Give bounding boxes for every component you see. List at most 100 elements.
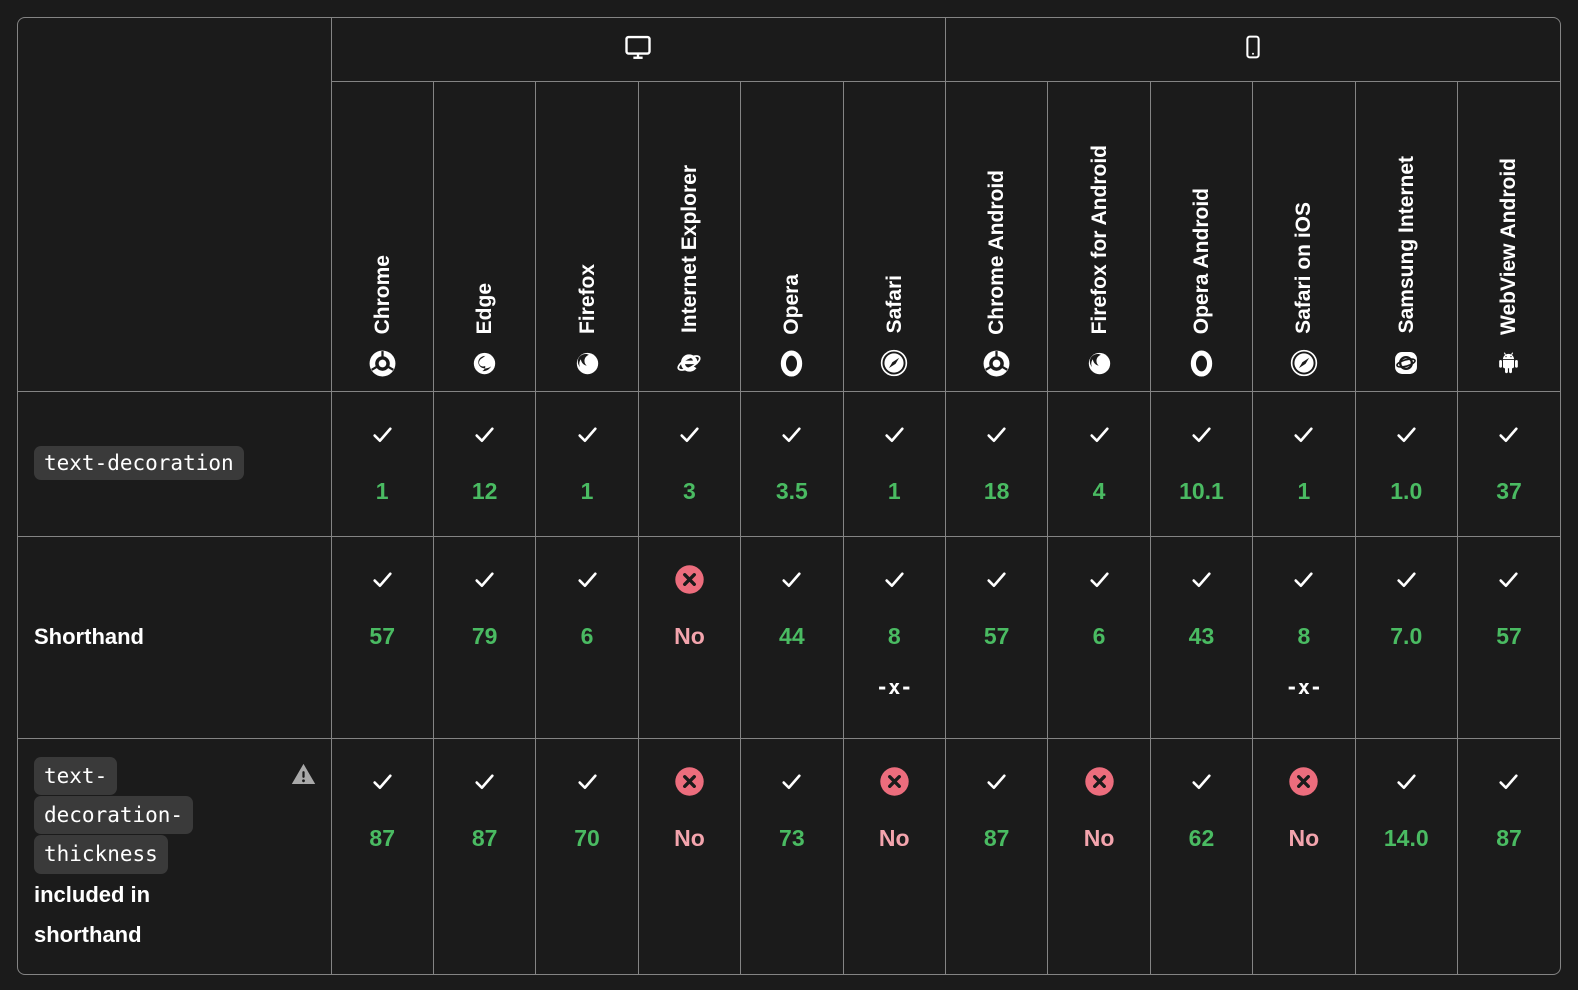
check-icon — [1394, 567, 1419, 592]
version-label: No — [1288, 824, 1320, 851]
status-box — [779, 766, 804, 798]
support-cell-samsung-internet[interactable]: 1.0 — [1354, 390, 1458, 537]
support-cell-firefox[interactable]: 70 — [535, 737, 639, 975]
browser-header-safari: Safari — [842, 80, 946, 392]
support-cell-opera[interactable]: 3.5 — [740, 390, 844, 537]
version-label: 57 — [369, 622, 395, 649]
status-box — [370, 766, 395, 798]
check-icon — [1189, 567, 1214, 592]
support-cell-internet-explorer[interactable]: 3 — [637, 390, 742, 537]
browser-header-opera-android: Opera Android — [1149, 80, 1254, 392]
support-cell-webview-android[interactable]: 57 — [1456, 535, 1561, 739]
support-cell-internet-explorer[interactable]: No — [637, 737, 742, 975]
check-icon — [370, 567, 395, 592]
version-label: 1.0 — [1390, 477, 1423, 504]
version-label: 87 — [471, 824, 498, 851]
support-cell-opera[interactable]: 73 — [740, 737, 844, 975]
browser-name: Internet Explorer — [677, 165, 701, 334]
chrome-icon — [983, 350, 1010, 377]
support-cell-chrome[interactable]: 1 — [330, 390, 434, 537]
version-label: No — [674, 622, 705, 649]
support-cell-chrome-android[interactable]: 18 — [944, 390, 1049, 537]
status-box — [882, 564, 907, 596]
version-label: 7.0 — [1390, 622, 1423, 649]
support-cell-edge[interactable]: 87 — [432, 737, 537, 975]
version-label: 57 — [983, 622, 1010, 649]
status-box — [674, 766, 705, 798]
version-label: 10.1 — [1179, 477, 1224, 504]
version-label: 73 — [779, 824, 805, 851]
support-cell-opera[interactable]: 44 — [740, 535, 844, 739]
check-icon — [370, 422, 395, 447]
status-box — [1189, 564, 1214, 596]
support-cell-safari-on-ios[interactable]: No — [1252, 737, 1356, 975]
browser-name: Safari — [882, 275, 906, 334]
support-cell-firefox[interactable]: 1 — [535, 390, 639, 537]
browser-name: Firefox — [575, 264, 599, 335]
compat-table-wrapper: Chrome Edge Firefox Internet Explorer Opera S… — [17, 17, 1561, 975]
version-label: 3 — [683, 477, 696, 504]
support-cell-webview-android[interactable]: 37 — [1456, 390, 1561, 537]
check-icon — [882, 567, 907, 592]
support-cell-chrome[interactable]: 87 — [330, 737, 434, 975]
browser-name: Chrome — [370, 255, 394, 335]
check-icon — [1087, 422, 1112, 447]
check-icon — [1496, 422, 1521, 447]
version-label: 57 — [1496, 622, 1522, 649]
status-box — [1189, 419, 1214, 451]
check-icon — [1496, 567, 1521, 592]
support-cell-safari-on-ios[interactable]: 8 -x- — [1252, 535, 1356, 739]
check-icon — [1394, 422, 1419, 447]
version-label: No — [674, 824, 705, 851]
version-label: 6 — [1092, 622, 1106, 649]
support-cell-webview-android[interactable]: 87 — [1456, 737, 1561, 975]
check-icon — [472, 567, 497, 592]
check-icon — [882, 422, 907, 447]
browser-name: Edge — [473, 283, 497, 335]
support-cell-edge[interactable]: 12 — [432, 390, 537, 537]
check-icon — [1087, 567, 1112, 592]
support-cell-edge[interactable]: 79 — [432, 535, 537, 739]
support-cell-firefox-for-android[interactable]: No — [1047, 737, 1151, 975]
version-label: 1 — [1297, 477, 1311, 504]
status-box — [1496, 766, 1521, 798]
support-cell-firefox-for-android[interactable]: 4 — [1047, 390, 1151, 537]
version-label: 6 — [580, 622, 594, 649]
browser-header-row: Chrome Edge Firefox Internet Explorer Opera S… — [18, 80, 1561, 392]
support-cell-internet-explorer[interactable]: No — [637, 535, 742, 739]
support-cell-opera-android[interactable]: 43 — [1149, 535, 1254, 739]
browser-name: Opera — [780, 273, 804, 335]
support-cell-safari[interactable]: No — [842, 737, 946, 975]
support-cell-safari[interactable]: 1 — [842, 390, 946, 537]
chrome-icon — [369, 350, 396, 377]
support-cell-firefox-for-android[interactable]: 6 — [1047, 535, 1151, 739]
check-icon — [1189, 769, 1214, 794]
browser-name: Samsung Internet — [1394, 156, 1418, 334]
status-box — [370, 564, 395, 596]
cross-circle-icon — [1084, 766, 1115, 797]
version-label: 43 — [1188, 622, 1215, 649]
support-cell-opera-android[interactable]: 10.1 — [1149, 390, 1254, 537]
status-box — [677, 419, 702, 451]
opera-icon — [778, 349, 805, 377]
support-cell-samsung-internet[interactable]: 7.0 — [1354, 535, 1458, 739]
support-cell-chrome[interactable]: 57 — [330, 535, 434, 739]
check-icon — [370, 769, 395, 794]
safari-icon — [880, 349, 908, 377]
support-cell-firefox[interactable]: 6 — [535, 535, 639, 739]
status-box — [1496, 564, 1521, 596]
browser-header-firefox: Firefox — [535, 80, 639, 392]
status-box — [879, 766, 910, 798]
support-cell-opera-android[interactable]: 62 — [1149, 737, 1254, 975]
version-label: 44 — [779, 622, 805, 649]
support-cell-safari[interactable]: 8 -x- — [842, 535, 946, 739]
status-box — [984, 564, 1009, 596]
version-label: 1 — [375, 477, 389, 504]
feature-label-cell: text-decoration-thickness included in sho… — [17, 737, 332, 975]
support-cell-safari-on-ios[interactable]: 1 — [1252, 390, 1356, 537]
support-cell-chrome-android[interactable]: 87 — [944, 737, 1049, 975]
support-cell-chrome-android[interactable]: 57 — [944, 535, 1049, 739]
support-cell-samsung-internet[interactable]: 14.0 — [1354, 737, 1458, 975]
status-box — [984, 766, 1009, 798]
